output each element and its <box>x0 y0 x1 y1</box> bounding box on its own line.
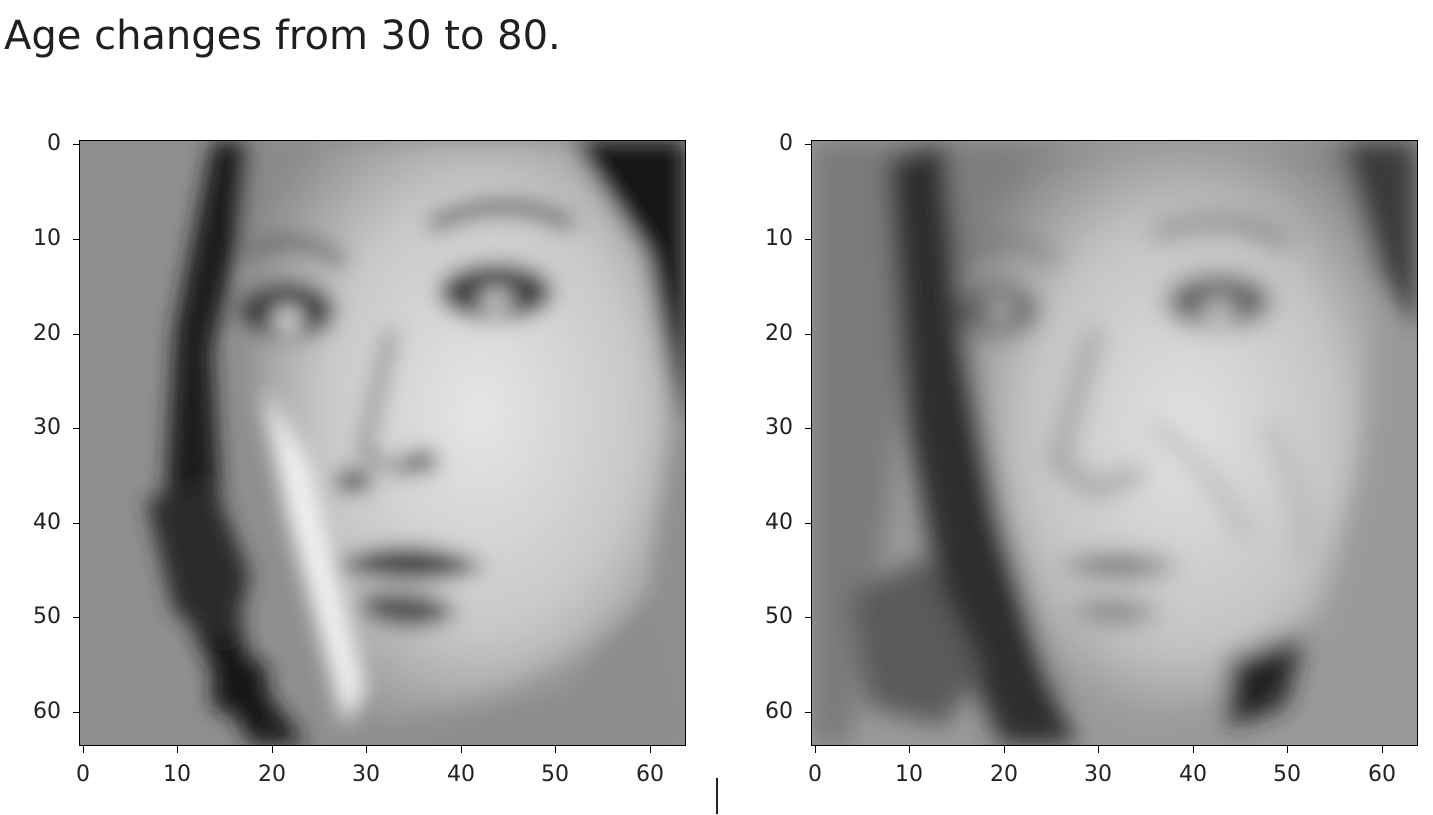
image-plot-before: 0 10 20 30 40 50 60 0 10 20 30 40 50 60 <box>33 133 686 786</box>
face-image-before <box>79 140 686 746</box>
y-tick-label: 20 <box>765 321 793 346</box>
y-tick <box>73 144 79 146</box>
y-tick <box>73 428 79 430</box>
y-tick-label: 50 <box>33 604 61 629</box>
text-cursor <box>716 778 718 814</box>
x-tick-label: 10 <box>895 762 923 787</box>
x-tick <box>272 746 274 753</box>
x-tick-label: 10 <box>163 762 191 787</box>
x-tick <box>555 746 557 753</box>
x-tick-label: 50 <box>1273 762 1301 787</box>
y-tick-label: 30 <box>765 415 793 440</box>
x-tick <box>366 746 368 753</box>
y-tick <box>805 334 811 336</box>
y-tick-label: 40 <box>765 510 793 535</box>
y-tick <box>805 144 811 146</box>
y-tick-label: 0 <box>47 131 61 156</box>
image-plot-after: 0 10 20 30 40 50 60 0 10 20 30 40 50 60 <box>765 133 1418 786</box>
caption: Age changes from 30 to 80. <box>4 13 561 59</box>
x-tick <box>1098 746 1100 753</box>
x-tick <box>1004 746 1006 753</box>
x-tick <box>815 746 817 753</box>
x-tick <box>1287 746 1289 753</box>
y-tick-label: 20 <box>33 321 61 346</box>
x-tick <box>83 746 85 753</box>
y-tick-label: 30 <box>33 415 61 440</box>
y-tick <box>73 712 79 714</box>
y-tick-label: 50 <box>765 604 793 629</box>
y-tick-label: 10 <box>765 226 793 251</box>
x-tick <box>1382 746 1384 753</box>
x-tick <box>177 746 179 753</box>
y-tick-label: 60 <box>765 699 793 724</box>
y-tick <box>805 523 811 525</box>
x-tick-label: 60 <box>1368 762 1396 787</box>
y-tick <box>805 239 811 241</box>
x-tick <box>1193 746 1195 753</box>
y-tick-label: 40 <box>33 510 61 535</box>
y-tick <box>805 712 811 714</box>
face-image-after <box>811 140 1418 746</box>
x-tick <box>461 746 463 753</box>
x-tick <box>650 746 652 753</box>
x-tick-label: 40 <box>447 762 475 787</box>
y-tick <box>805 428 811 430</box>
x-tick-label: 0 <box>808 762 822 787</box>
y-tick <box>73 239 79 241</box>
x-tick-label: 0 <box>76 762 90 787</box>
y-tick <box>805 617 811 619</box>
y-tick-label: 0 <box>779 131 793 156</box>
y-tick-label: 10 <box>33 226 61 251</box>
y-tick <box>73 334 79 336</box>
y-tick <box>73 617 79 619</box>
x-tick <box>909 746 911 753</box>
x-tick-label: 30 <box>352 762 380 787</box>
y-tick-label: 60 <box>33 699 61 724</box>
x-tick-label: 20 <box>258 762 286 787</box>
y-tick <box>73 523 79 525</box>
x-tick-label: 30 <box>1084 762 1112 787</box>
x-tick-label: 60 <box>636 762 664 787</box>
x-tick-label: 40 <box>1179 762 1207 787</box>
x-tick-label: 20 <box>990 762 1018 787</box>
x-tick-label: 50 <box>541 762 569 787</box>
